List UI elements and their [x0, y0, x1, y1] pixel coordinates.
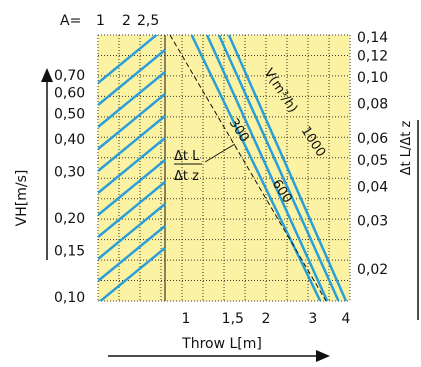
a-series-line: [98, 115, 166, 172]
right-tick-label: 0,10: [357, 70, 388, 86]
a-prefix: A=: [60, 13, 81, 29]
flow-series-line: [217, 35, 340, 301]
right-tick-label: 0,05: [357, 153, 388, 169]
left-tick-label: 0,15: [54, 244, 85, 260]
flow-series-lines: [190, 35, 348, 301]
right-tick-label: 0,03: [357, 214, 388, 230]
left-tick-label: 0,30: [54, 165, 85, 181]
ratio-label-denominator: Δt z: [174, 169, 199, 184]
left-axis-label: VH[m/s]: [14, 170, 30, 227]
a-label-2-5: 2,5: [137, 13, 159, 29]
bottom-tick-label: 4: [342, 311, 351, 327]
a-series-line: [98, 247, 166, 301]
a-series-line: [98, 93, 166, 150]
a-series-line: [98, 203, 166, 260]
x-axis-arrowhead: [316, 350, 330, 362]
ratio-label-numerator: Δt L: [174, 149, 200, 164]
a-series-line: [98, 225, 166, 282]
left-tick-label: 0,70: [54, 68, 85, 84]
bottom-tick-labels: 1 1,5 2 3 4: [182, 311, 351, 327]
bottom-tick-label: 2: [262, 311, 271, 327]
a-label-2: 2: [122, 13, 131, 29]
left-tick-label: 0,60: [54, 86, 85, 102]
right-axis-label: Δt L/Δt z: [399, 120, 414, 175]
a-series-line: [98, 137, 166, 194]
right-tick-label: 0,14: [357, 30, 388, 46]
right-tick-label: 0,06: [357, 131, 388, 147]
a-series-line: [98, 159, 166, 216]
a-series-line: [98, 181, 166, 238]
left-tick-label: 0,20: [54, 211, 85, 227]
ratio-label-leader: [204, 143, 236, 163]
a-series-line: [98, 49, 166, 106]
flow-series-line: [190, 35, 322, 301]
x-axis-label: Throw L[m]: [181, 336, 262, 352]
right-tick-label: 0,12: [357, 48, 388, 64]
right-tick-label: 0,02: [357, 262, 388, 278]
right-tick-labels: 0,14 0,12 0,10 0,08 0,06 0,05 0,04 0,03 0,02: [357, 30, 388, 278]
left-tick-label: 0,40: [54, 132, 85, 148]
flow-series-line: [227, 35, 348, 301]
a-series-line: [98, 71, 166, 128]
left-tick-label: 0,10: [54, 290, 85, 306]
bottom-tick-label: 1,5: [222, 311, 244, 327]
flow-series-line: [205, 35, 329, 301]
left-axis-arrowhead: [41, 68, 53, 82]
a-series-line: [98, 35, 159, 84]
bottom-tick-label: 1: [182, 311, 191, 327]
ratio-curve: [169, 34, 327, 302]
bottom-tick-label: 3: [308, 311, 317, 327]
right-tick-label: 0,08: [357, 97, 388, 113]
a-series-lines: [98, 35, 166, 301]
right-tick-label: 0,04: [357, 179, 388, 195]
a-label-1: 1: [96, 13, 105, 29]
left-tick-label: 0,50: [54, 106, 85, 122]
left-tick-labels: 0,70 0,60 0,50 0,40 0,30 0,20 0,15 0,10: [54, 68, 85, 306]
